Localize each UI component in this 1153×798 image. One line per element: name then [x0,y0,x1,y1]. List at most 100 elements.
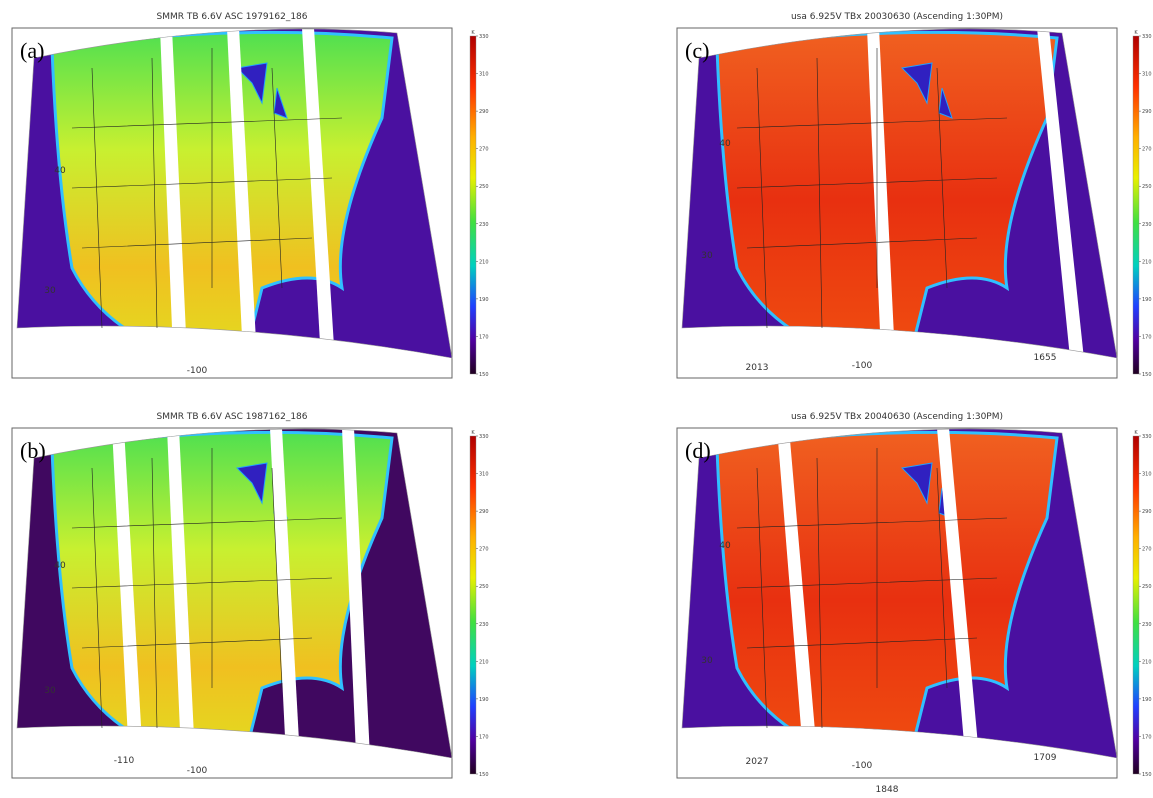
map-annotation: 2027 [746,757,769,767]
panel-label: (c) [685,38,709,63]
map-annotation: 40 [719,139,731,149]
colorbar-tick-label: 210 [479,259,489,265]
state-lines [736,448,1008,729]
colorbar-tick-label: 330 [479,434,489,440]
map-annotation: -100 [187,366,208,376]
colorbar-tick-label: 310 [1142,472,1152,478]
map-annotation: -100 [852,361,873,371]
footer-label: 1848 [876,785,899,795]
map-annotation: 40 [54,166,66,176]
swath-gap [867,28,896,359]
colorbar-tick-label: 150 [479,772,489,778]
map-annotation: 30 [701,251,713,261]
colorbar [1132,435,1140,775]
swath-gap [167,428,196,759]
map-panel: (b) 40 30 -110 -100 [11,427,453,779]
swath-gap [937,428,981,759]
colorbar [1132,35,1140,375]
colorbar-tick-label: 230 [1142,222,1152,228]
colorbar-tick-label: 170 [479,734,489,740]
map-annotation: 1709 [1034,753,1057,763]
colorbar-tick-label: 210 [479,659,489,665]
panel-title: usa 6.925V TBx 20030630 (Ascending 1:30P… [791,12,1003,22]
map-annotation: 30 [44,286,56,296]
colorbar-tick-label: 150 [479,372,489,378]
map-annotation: -110 [114,756,135,766]
map-body [17,428,452,759]
colorbar-tick-label: 310 [1142,72,1152,78]
swath-gap [270,428,301,759]
colorbar-tick-label: 190 [1142,297,1152,303]
colorbar-tick-label: 290 [1142,509,1152,515]
map-outline [681,428,1118,759]
colorbar-tick-label: 270 [479,547,489,553]
colorbar-tick-label: 210 [1142,659,1152,665]
map-annotation: 1655 [1034,353,1057,363]
panel-title: SMMR TB 6.6V ASC 1979162_186 [157,12,308,22]
colorbar-tick-label: 290 [479,509,489,515]
state-lines [71,48,343,329]
lakes [900,62,953,119]
swath-gap [160,28,188,359]
panel-label: (d) [685,438,711,463]
colorbar-tick-label: 170 [1142,334,1152,340]
map-annotation: -100 [852,761,873,771]
colorbar-tick-label: 330 [1142,34,1152,40]
map-body [682,428,1117,759]
colorbar-unit: K [471,30,475,36]
colorbar-tick-label: 150 [1142,372,1152,378]
colorbar-tick-label: 210 [1142,259,1152,265]
colorbar-tick-label: 230 [1142,622,1152,628]
colorbar-tick-label: 330 [1142,434,1152,440]
map-annotation: 30 [701,656,713,666]
colorbar-tick-label: 310 [479,472,489,478]
lakes [235,62,288,119]
swath-gap [777,428,819,759]
colorbar-tick-label: 310 [479,72,489,78]
state-lines [71,448,343,729]
map-panel: (c) 40 30 -100 2013 1655 [676,27,1118,379]
colorbar-unit: K [1134,30,1138,36]
swath-gap [302,28,336,359]
state-lines [736,48,1008,329]
colorbar-tick-label: 190 [479,697,489,703]
colorbar-unit: K [1134,430,1138,436]
colorbar-tick-label: 270 [479,147,489,153]
land [50,30,394,359]
colorbar-tick-label: 250 [479,184,489,190]
panel-label: (b) [20,438,46,463]
map-annotation: 2013 [746,363,769,373]
map-annotation: 40 [719,541,731,551]
map-outline [16,28,453,359]
colorbar-tick-label: 270 [1142,147,1152,153]
colorbar-unit: K [471,430,475,436]
swath-gap [227,28,258,359]
colorbar-tick-label: 250 [479,584,489,590]
colorbar-tick-label: 150 [1142,772,1152,778]
colorbar-tick-label: 270 [1142,547,1152,553]
colorbar-tick-label: 290 [1142,109,1152,115]
map-outline [16,428,453,759]
panel-label: (a) [20,38,44,63]
map-body [682,28,1117,359]
map-annotation: -100 [187,766,208,776]
colorbar [469,435,477,775]
map-body [17,28,452,359]
colorbar-tick-label: 290 [479,109,489,115]
map-panel: (a) 40 30 -100 [11,27,453,379]
colorbar-tick-label: 190 [479,297,489,303]
swath-gap [342,428,371,759]
colorbar-tick-label: 170 [1142,734,1152,740]
colorbar-tick-label: 190 [1142,697,1152,703]
map-annotation: 40 [54,561,66,571]
colorbar [469,35,477,375]
colorbar-tick-label: 250 [1142,584,1152,590]
colorbar-tick-label: 230 [479,622,489,628]
colorbar-tick-label: 170 [479,334,489,340]
colorbar-tick-label: 230 [479,222,489,228]
map-annotation: 30 [44,686,56,696]
swath-gap [112,428,144,759]
panel-title: SMMR TB 6.6V ASC 1987162_186 [157,412,308,422]
swath-gap [1037,28,1086,359]
colorbar-tick-label: 330 [479,34,489,40]
